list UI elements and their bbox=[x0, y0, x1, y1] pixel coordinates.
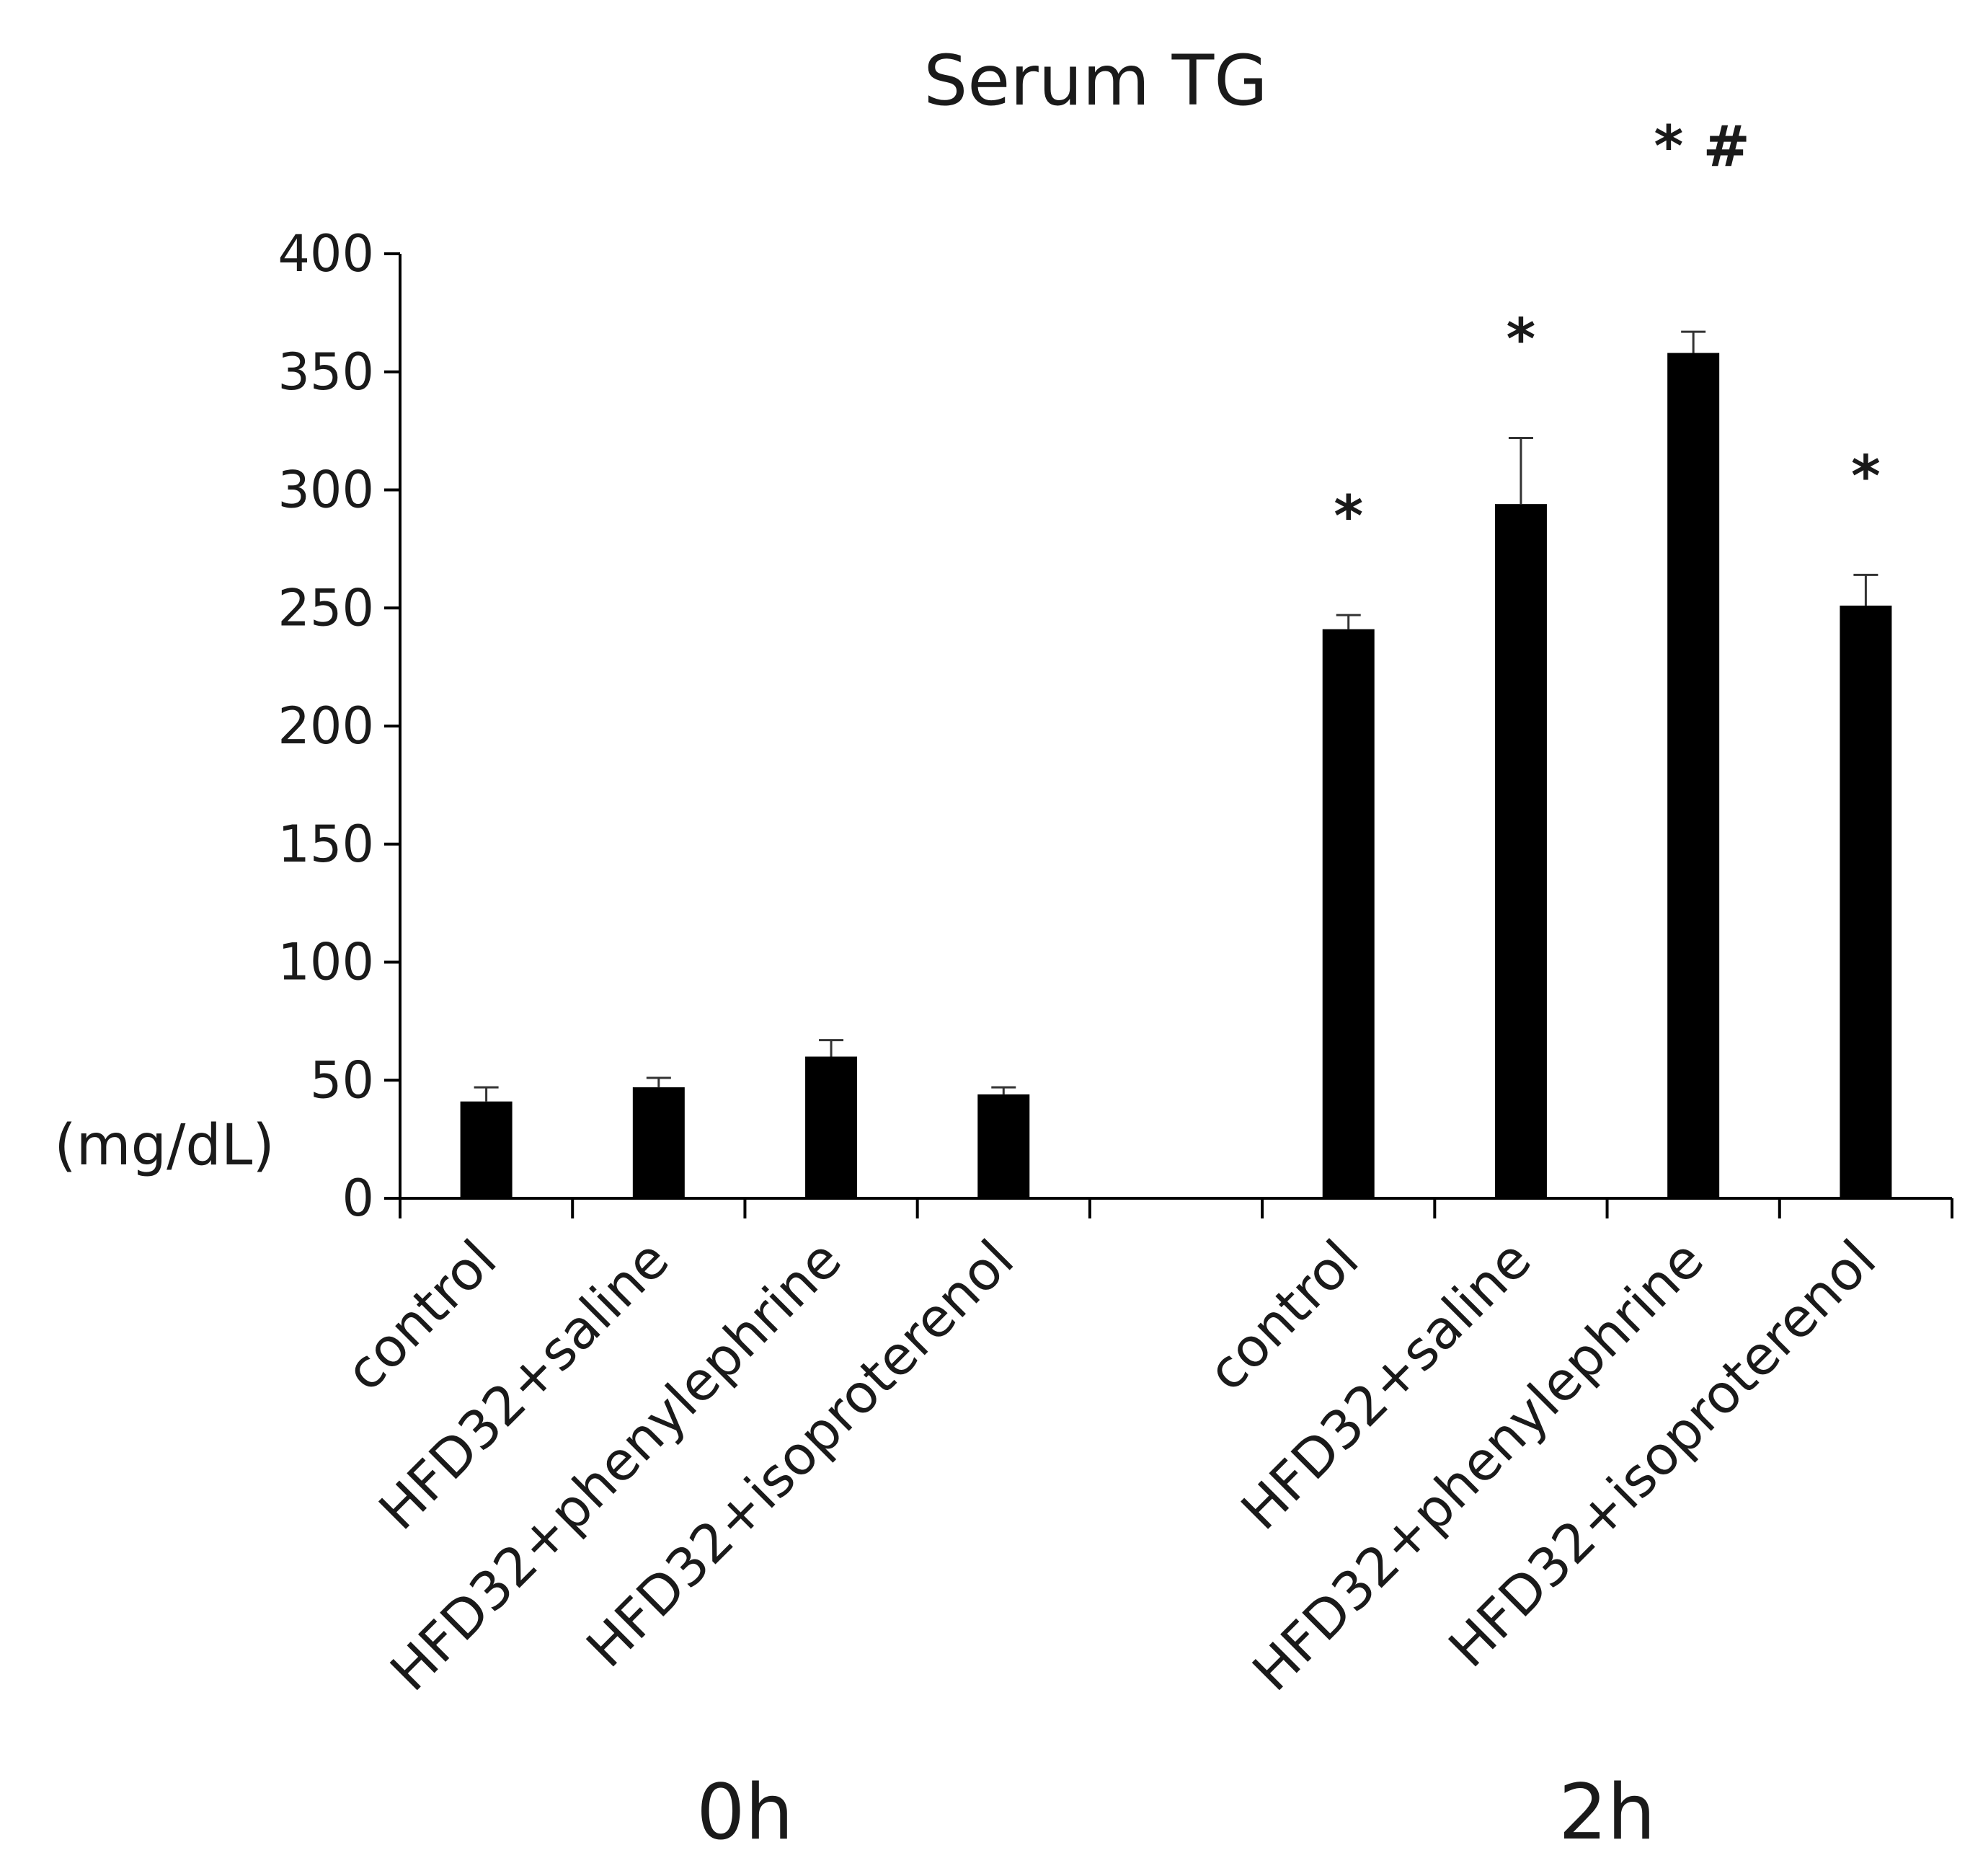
y-axis-label: (mg/dL) bbox=[54, 1113, 275, 1178]
y-tick-label: 400 bbox=[278, 224, 374, 283]
bar bbox=[1322, 629, 1375, 1198]
bar bbox=[1494, 504, 1547, 1198]
significance-marker: * bbox=[1507, 307, 1536, 372]
y-tick-label: 0 bbox=[342, 1169, 374, 1228]
x-tick-label: HFD32+saline bbox=[1230, 1229, 1543, 1542]
bar bbox=[460, 1101, 513, 1198]
labels: 050100150200250300350400controlHFD32+sal… bbox=[278, 115, 1888, 1857]
x-tick-label: control bbox=[334, 1229, 508, 1403]
x-tick-label: HFD32+saline bbox=[368, 1229, 681, 1542]
group-label: 0h bbox=[696, 1768, 794, 1857]
bar bbox=[1840, 605, 1892, 1198]
bar bbox=[1667, 353, 1720, 1198]
y-tick-label: 200 bbox=[278, 696, 374, 756]
y-tick-label: 300 bbox=[278, 461, 374, 520]
bars bbox=[460, 330, 1892, 1198]
significance-marker: * bbox=[1851, 444, 1881, 509]
significance-marker: * bbox=[1334, 485, 1363, 549]
y-tick-label: 350 bbox=[278, 342, 374, 402]
y-tick-label: 150 bbox=[278, 815, 374, 874]
significance-marker: * # bbox=[1654, 115, 1750, 180]
x-tick-label: control bbox=[1196, 1229, 1370, 1403]
bar bbox=[805, 1056, 858, 1198]
chart-title: Serum TG bbox=[923, 40, 1267, 121]
y-tick-label: 100 bbox=[278, 933, 374, 992]
y-tick-label: 250 bbox=[278, 578, 374, 637]
y-tick-label: 50 bbox=[310, 1050, 374, 1110]
bar bbox=[977, 1094, 1030, 1198]
bar bbox=[632, 1087, 685, 1198]
group-label: 2h bbox=[1558, 1768, 1656, 1857]
